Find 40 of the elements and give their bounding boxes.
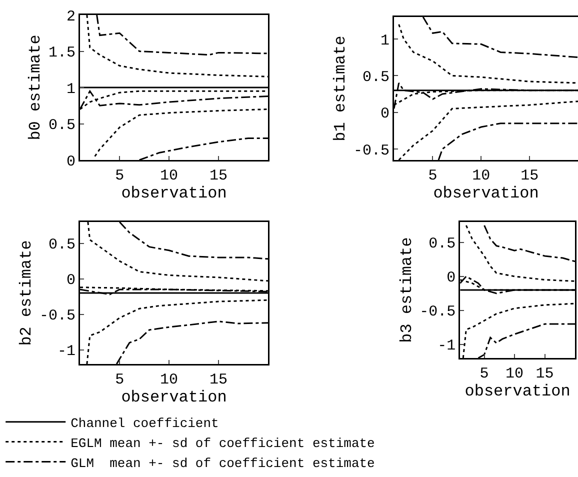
y-tick-label: 0.5: [428, 236, 456, 253]
y-tick-label: -1: [438, 338, 456, 355]
x-tick-label: 15: [536, 366, 554, 382]
x-tick-label: 5: [115, 372, 124, 388]
x-tick-label: 5: [480, 366, 489, 382]
y-tick-label: 0.5: [362, 68, 390, 86]
x-axis-title: observation: [433, 184, 539, 202]
y-tick-label: 0: [446, 270, 456, 287]
legend-label: Channel coefficient: [70, 416, 219, 431]
x-tick-label: 15: [210, 372, 228, 388]
y-tick-label: 2: [66, 8, 76, 26]
x-axis-title: observation: [464, 382, 570, 400]
y-axis-title: b1 estimate: [332, 36, 350, 142]
y-tick-label: -0.5: [39, 308, 76, 325]
legend-label: EGLM mean +- sd of coefficient estimate: [70, 436, 375, 451]
y-tick-label: 1: [66, 80, 76, 98]
y-axis-title: b3 estimate: [398, 237, 416, 343]
x-tick-label: 15: [520, 168, 539, 184]
y-tick-label: 1: [380, 32, 390, 50]
y-tick-label: 0: [380, 106, 390, 123]
y-axis-title: b0 estimate: [26, 34, 45, 140]
y-tick-label: 1.5: [48, 44, 76, 62]
x-tick-label: 10: [472, 168, 490, 184]
x-tick-label: 15: [210, 168, 228, 184]
y-axis-title: b2 estimate: [18, 240, 36, 346]
legend-label: GLM mean +- sd of coefficient estimate: [70, 456, 375, 471]
y-tick-label: -0.5: [420, 304, 456, 321]
x-tick-label: 5: [115, 168, 124, 184]
y-tick-label: 0: [66, 272, 76, 290]
y-tick-label: 0.5: [48, 236, 76, 254]
y-tick-label: -0.5: [353, 142, 390, 160]
y-tick-label: -1: [57, 343, 76, 360]
x-tick-label: 10: [160, 168, 178, 184]
x-tick-label: 10: [160, 372, 178, 388]
x-tick-label: 5: [428, 168, 438, 184]
y-tick-label: 0.5: [48, 117, 76, 134]
x-axis-title: observation: [121, 388, 227, 406]
y-tick-label: 0: [66, 153, 76, 170]
x-tick-label: 10: [506, 366, 524, 382]
x-axis-title: observation: [121, 184, 227, 202]
